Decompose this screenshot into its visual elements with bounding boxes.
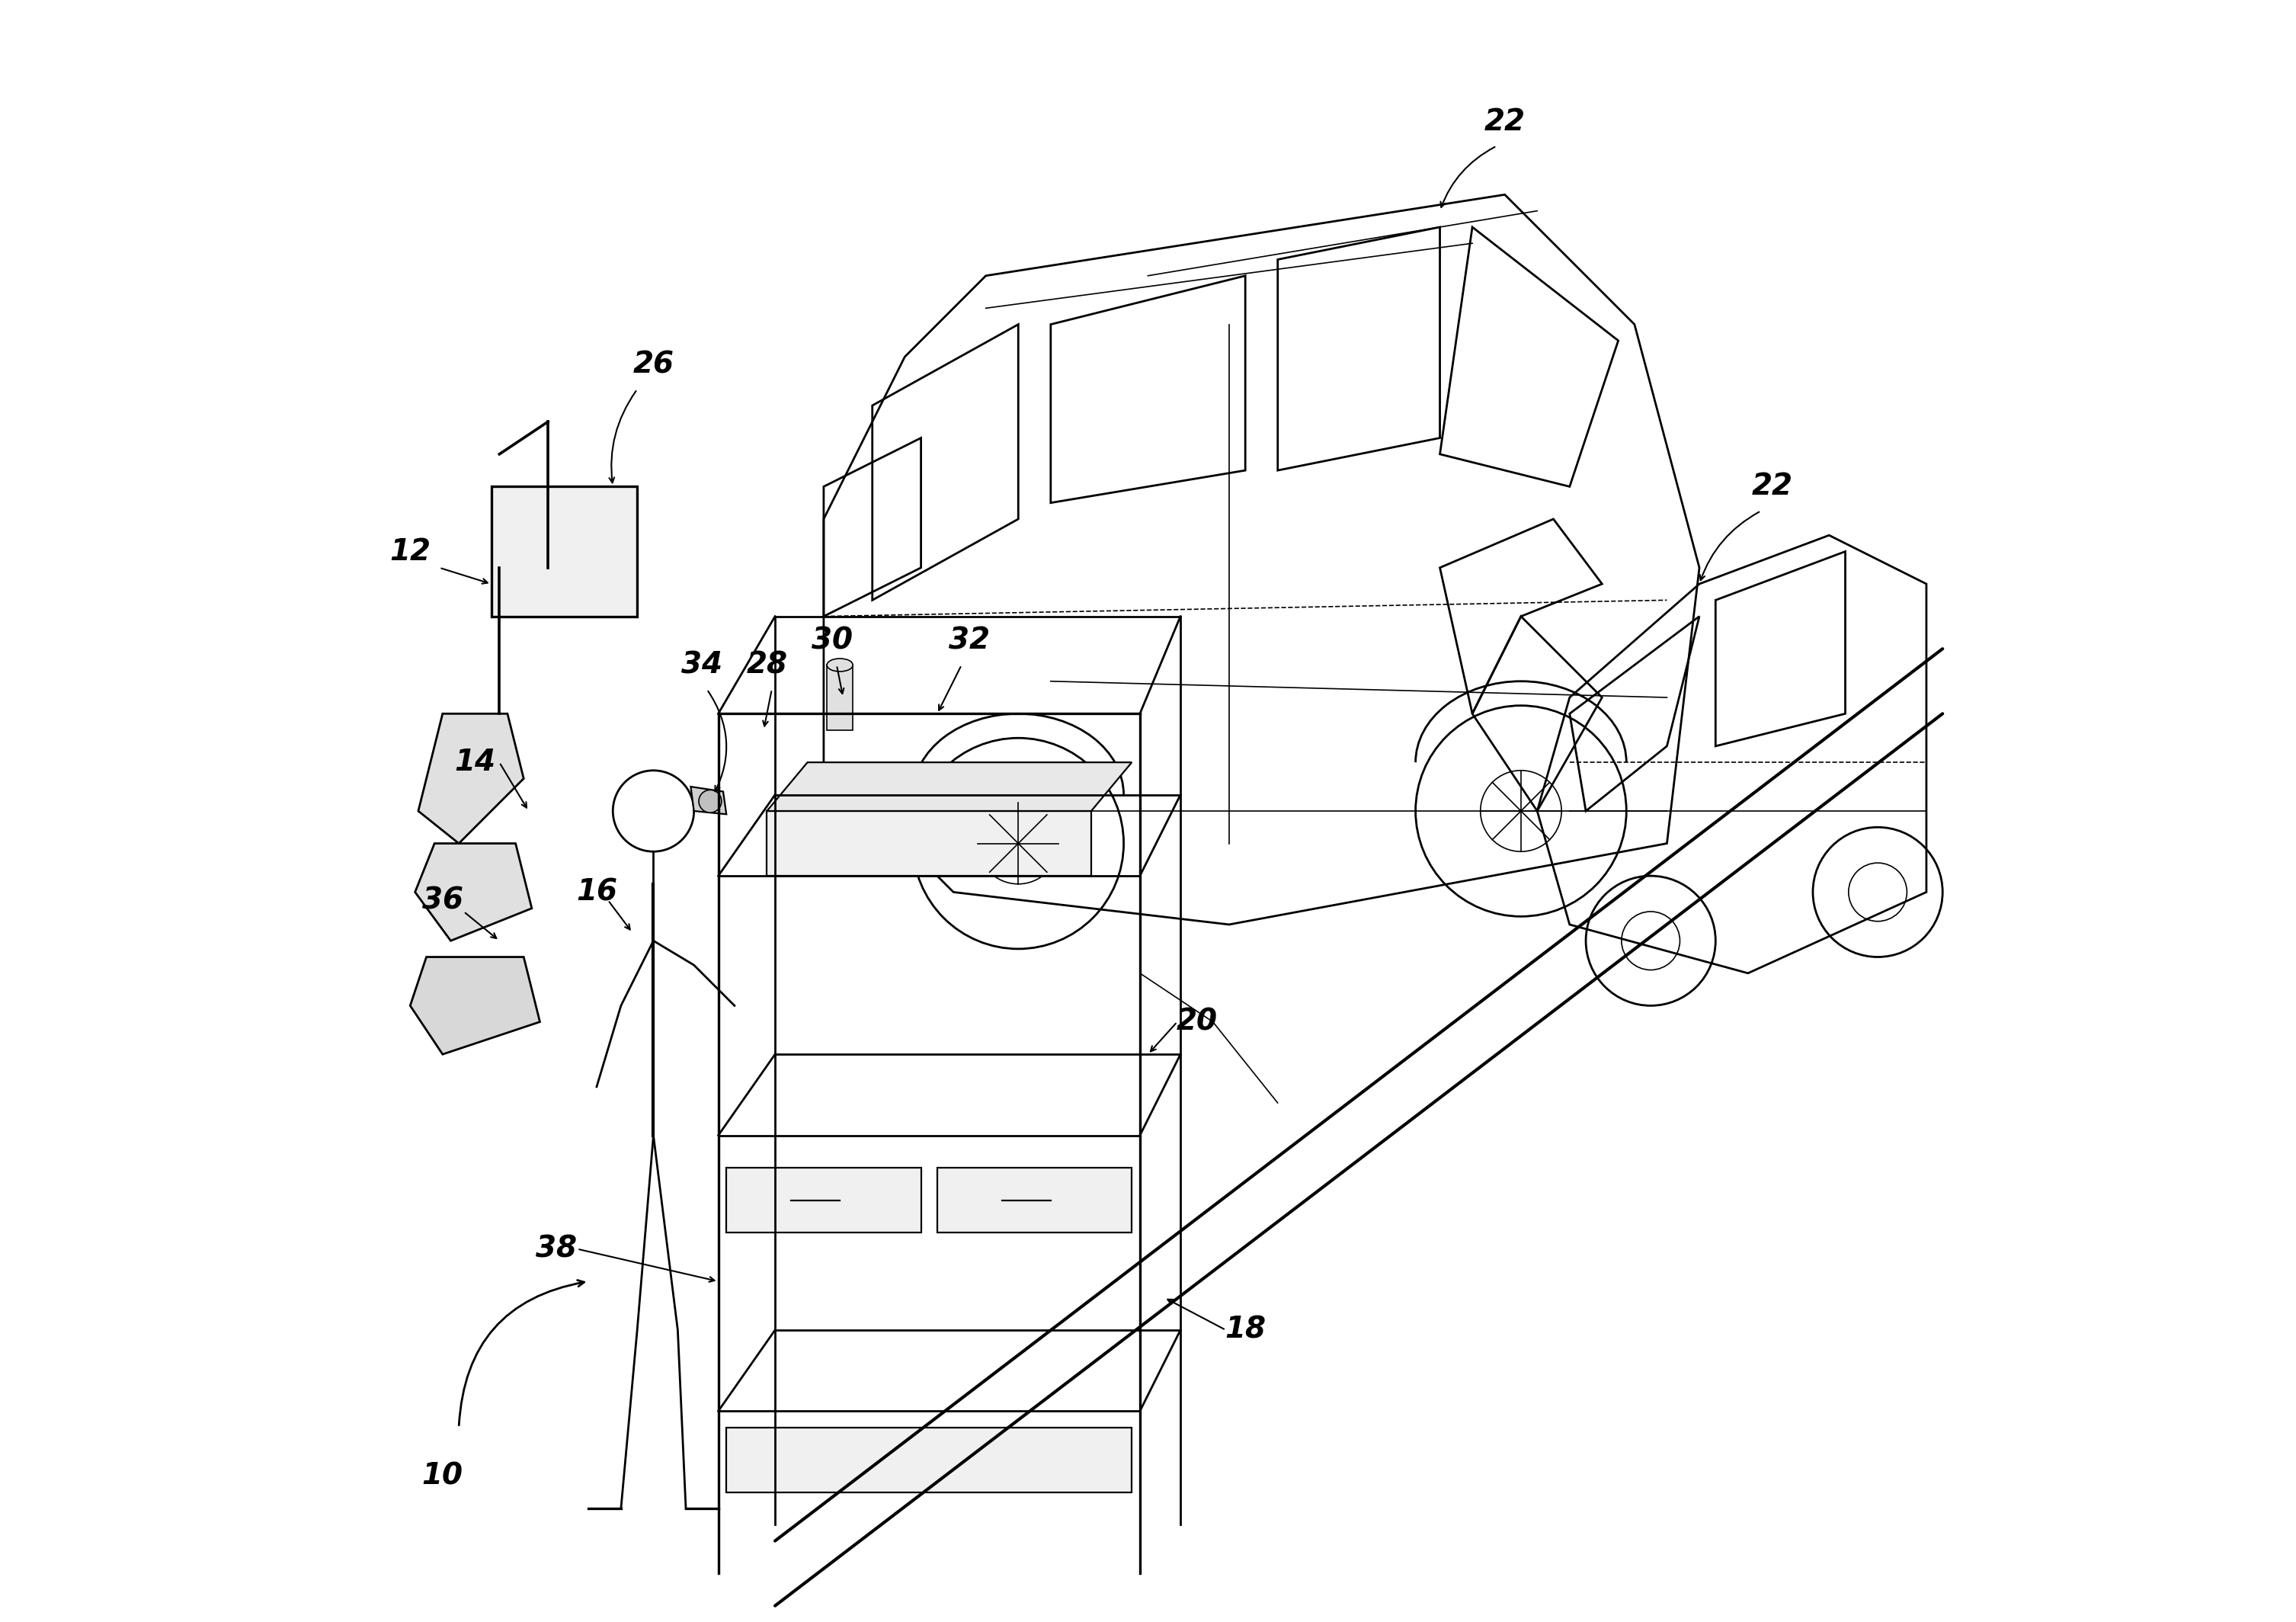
Text: 28: 28	[746, 650, 788, 680]
Polygon shape	[767, 811, 1091, 876]
FancyArrowPatch shape	[762, 691, 771, 727]
Text: 22: 22	[1483, 107, 1525, 136]
Polygon shape	[418, 714, 523, 843]
FancyArrowPatch shape	[459, 1280, 583, 1426]
FancyArrowPatch shape	[579, 1249, 714, 1281]
Polygon shape	[827, 665, 852, 730]
FancyArrowPatch shape	[838, 667, 845, 694]
FancyArrowPatch shape	[501, 764, 526, 808]
Circle shape	[698, 790, 721, 813]
FancyArrowPatch shape	[466, 913, 496, 938]
Polygon shape	[767, 762, 1132, 811]
Text: 30: 30	[810, 626, 852, 655]
Text: 14: 14	[455, 748, 496, 777]
Polygon shape	[937, 1168, 1132, 1233]
Ellipse shape	[827, 659, 852, 672]
Polygon shape	[491, 487, 638, 616]
Text: 12: 12	[390, 537, 432, 566]
Text: 38: 38	[535, 1234, 576, 1264]
Text: 22: 22	[1752, 472, 1793, 501]
FancyArrowPatch shape	[608, 902, 629, 929]
Text: 18: 18	[1224, 1315, 1265, 1345]
Text: 34: 34	[682, 650, 723, 680]
Polygon shape	[726, 1168, 921, 1233]
FancyArrowPatch shape	[1150, 1023, 1176, 1051]
Text: 36: 36	[422, 886, 464, 915]
FancyArrowPatch shape	[441, 568, 487, 584]
FancyArrowPatch shape	[1440, 148, 1495, 208]
Text: 26: 26	[634, 350, 675, 380]
Polygon shape	[411, 957, 540, 1054]
Polygon shape	[416, 843, 533, 941]
FancyArrowPatch shape	[939, 667, 960, 710]
FancyArrowPatch shape	[707, 691, 726, 792]
FancyArrowPatch shape	[1169, 1299, 1224, 1328]
Text: 16: 16	[576, 878, 618, 907]
Polygon shape	[691, 787, 726, 814]
Text: 10: 10	[422, 1461, 464, 1491]
Polygon shape	[726, 1427, 1132, 1492]
Text: 20: 20	[1176, 1007, 1217, 1036]
FancyArrowPatch shape	[1699, 513, 1759, 581]
FancyArrowPatch shape	[608, 391, 636, 483]
Text: 32: 32	[948, 626, 990, 655]
